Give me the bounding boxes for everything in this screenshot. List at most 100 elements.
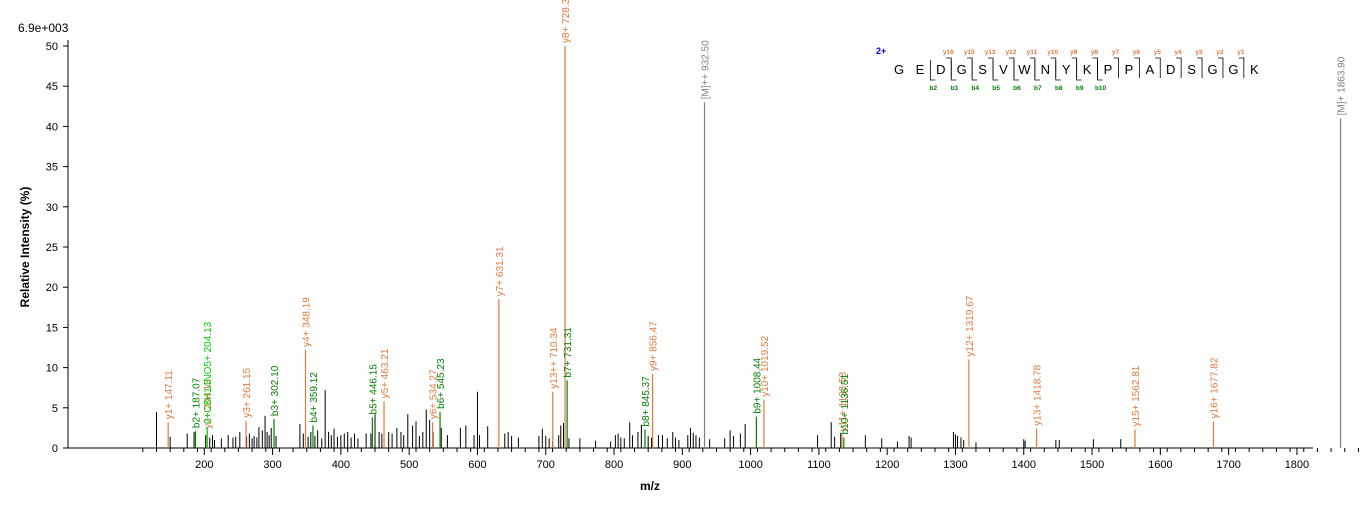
peak-label: y16+ 1677.82 <box>1209 357 1220 418</box>
x-axis-ticks: 200 300 400 500 600 700 800 900 1000 1100 1200 1300… <box>142 448 1359 471</box>
sequence-residue: P <box>1125 62 1134 77</box>
y-tick-label: 5 <box>52 403 58 415</box>
y-ion-label: y3 <box>1195 49 1203 56</box>
y-tick-label: 0 <box>52 443 58 455</box>
y-ion-label: y8 <box>1091 49 1099 56</box>
x-tick-label: 700 <box>537 459 555 471</box>
peak-label: y9+ 856.47 <box>649 321 660 371</box>
y-ion-bracket <box>1050 57 1057 78</box>
sequence-residue: G <box>1228 62 1238 77</box>
b-ion-bracket <box>971 60 978 81</box>
peak-label: y7+ 631.31 <box>495 246 506 296</box>
x-tick-label: 300 <box>263 459 281 471</box>
b-ion-bracket <box>1013 60 1019 81</box>
peak-label: y13++ 710.34 <box>549 327 560 389</box>
peak-label: y2+ 204.13 <box>203 379 214 429</box>
y-ion-label: y5 <box>1154 49 1162 56</box>
b-ion-label: b2 <box>930 85 938 92</box>
y-ion-bracket <box>1134 57 1140 78</box>
peak-label: y3+ 261.15 <box>242 367 253 417</box>
annotated-peaks: y1+ 147.11 b2+ 187.07 y2+ 204.130+C8H14NO5… <box>164 0 1348 448</box>
peak-label: 0+C8H14NO5+ 204.13 <box>203 321 214 424</box>
x-axis-label: m/z <box>640 479 660 493</box>
y-axis-ticks: 0 5 10 15 20 25 30 35 40 45 50 <box>46 41 68 455</box>
b-ion-bracket <box>929 60 936 81</box>
y-tick-label: 10 <box>46 363 58 375</box>
peak-label: b3+ 302.10 <box>270 365 281 416</box>
x-tick-label: 1300 <box>943 459 967 471</box>
peak-label: y8+ 728.3 <box>561 0 572 43</box>
sequence-residue: S <box>978 62 987 77</box>
y-ion-label: y12 <box>1006 49 1017 56</box>
b-ion-label: b3 <box>950 85 958 92</box>
y-ion-label: y10 <box>1047 49 1058 56</box>
unassigned-peaks <box>155 390 1122 448</box>
sequence-residue: V <box>999 62 1008 77</box>
peak-label: b2+ 187.07 <box>191 377 202 428</box>
y-ion-label: y11 <box>1027 49 1038 56</box>
x-tick-label: 1100 <box>807 459 831 471</box>
x-tick-label: 400 <box>332 459 350 471</box>
y-ion-bracket <box>1008 57 1015 78</box>
y-ion-bracket <box>1071 57 1078 78</box>
peak-label: b7+ 731.31 <box>563 327 574 378</box>
intensity-scale-label: 6.9e+003 <box>18 21 69 35</box>
y-tick-label: 45 <box>46 81 58 93</box>
y-ion-bracket <box>1029 57 1036 78</box>
sequence-residue: K <box>1250 62 1259 77</box>
sequence-residue: G <box>894 62 904 77</box>
y-ion-label: y16 <box>943 49 954 56</box>
peak-label: b9+ 1008.44 <box>752 357 763 413</box>
x-tick-label: 1700 <box>1216 459 1240 471</box>
y-tick-label: 50 <box>46 41 58 53</box>
peak-label: y10+ 1019.52 <box>760 335 771 396</box>
b-ion-bracket <box>992 60 999 81</box>
y-axis-label: Relative Intensity (%) <box>18 187 32 308</box>
y-ion-label: y2 <box>1216 49 1224 56</box>
x-tick-label: 200 <box>195 459 213 471</box>
y-tick-label: 35 <box>46 162 58 174</box>
peak-label: b5+ 446.15 <box>368 364 379 415</box>
x-tick-label: 1500 <box>1080 459 1104 471</box>
b-ion-bracket <box>1034 60 1040 81</box>
peak-label: y1+ 147.11 <box>164 370 175 419</box>
b-ion-label: b9 <box>1076 85 1084 92</box>
sequence-residue: D <box>1166 62 1175 77</box>
y-ion-bracket <box>1155 57 1161 78</box>
y-ion-bracket <box>1092 57 1098 78</box>
sequence-residue: G <box>957 62 967 77</box>
peak-label: y4+ 348.19 <box>301 297 312 347</box>
y-ion-bracket <box>967 57 973 78</box>
y-ion-bracket <box>1197 57 1203 78</box>
peak-label: y15+ 1562.81 <box>1131 365 1142 426</box>
x-tick-label: 800 <box>605 459 623 471</box>
y-ion-bracket <box>1217 57 1224 78</box>
b-ion-label: b4 <box>971 85 979 92</box>
b-ion-bracket <box>1076 60 1082 81</box>
sequence-residue: E <box>916 62 925 77</box>
x-tick-label: 500 <box>400 459 418 471</box>
b-ion-label: b8 <box>1055 85 1063 92</box>
sequence-residue: D <box>936 62 945 77</box>
sequence-residue: S <box>1187 62 1196 77</box>
b-ion-bracket <box>950 60 957 81</box>
peak-label: y5+ 463.21 <box>380 348 391 398</box>
sequence-residue: N <box>1041 62 1050 77</box>
charge-state-label: 2+ <box>876 46 886 56</box>
peak-label: y6+ 534.27 <box>429 369 440 419</box>
b-ion-label: b10 <box>1095 85 1107 92</box>
sequence-residue: Y <box>1062 62 1071 77</box>
x-tick-label: 600 <box>468 459 486 471</box>
y-tick-label: 20 <box>46 282 58 294</box>
peak-label: y12+ 1319.67 <box>965 295 976 356</box>
b-ion-label: b5 <box>992 85 1000 92</box>
x-tick-label: 1400 <box>1012 459 1036 471</box>
peak-label: b10+ 1136.51 <box>840 373 851 434</box>
x-tick-label: 1600 <box>1148 459 1172 471</box>
y-ion-label: y15 <box>964 49 975 56</box>
b-ion-label: b6 <box>1013 85 1021 92</box>
x-tick-label: 1200 <box>875 459 899 471</box>
